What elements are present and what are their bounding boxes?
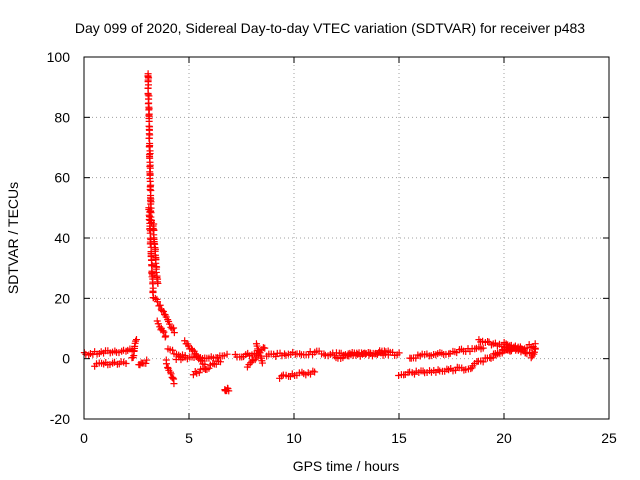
x-axis-title: GPS time / hours xyxy=(293,458,400,474)
data-point xyxy=(510,343,518,351)
x-tick-label: 25 xyxy=(601,430,617,446)
data-point xyxy=(479,344,487,352)
data-point xyxy=(479,358,487,366)
data-point xyxy=(502,340,510,348)
data-point xyxy=(170,329,178,337)
data-point xyxy=(165,320,173,328)
data-point xyxy=(531,345,539,353)
data-point xyxy=(158,307,166,315)
data-point xyxy=(146,185,154,193)
data-point xyxy=(320,350,328,358)
data-point xyxy=(154,279,162,287)
data-point xyxy=(223,350,231,358)
data-point xyxy=(530,348,538,356)
data-point xyxy=(255,349,263,357)
data-point xyxy=(132,336,140,344)
x-tick-label: 15 xyxy=(391,430,407,446)
data-point xyxy=(419,367,427,375)
data-point xyxy=(484,337,492,345)
data-point xyxy=(167,370,175,378)
data-point xyxy=(111,347,119,355)
data-point xyxy=(311,368,319,376)
data-point xyxy=(365,351,373,359)
y-tick-label: 60 xyxy=(54,170,70,186)
data-point xyxy=(181,337,189,345)
plot-frame xyxy=(83,56,610,420)
data-point xyxy=(142,359,150,367)
data-point xyxy=(278,372,286,380)
data-point xyxy=(434,366,442,374)
data-point xyxy=(384,347,392,355)
data-point xyxy=(169,346,177,354)
data-point xyxy=(162,332,170,340)
grid-lines xyxy=(84,57,609,419)
data-point xyxy=(248,357,256,365)
data-point xyxy=(156,301,164,309)
data-point xyxy=(272,352,280,360)
data-point xyxy=(217,358,225,366)
axes: 0 5 10 15 20 25 -20 0 20 40 60 80 100 xyxy=(47,49,617,446)
data-point xyxy=(143,356,151,364)
data-point xyxy=(225,387,233,395)
data-points xyxy=(80,70,539,395)
data-point xyxy=(170,324,178,332)
data-point xyxy=(191,368,199,376)
data-point xyxy=(159,307,167,315)
x-tick-label: 20 xyxy=(496,430,512,446)
chart-title: Day 099 of 2020, Sidereal Day-to-day VTE… xyxy=(75,20,585,36)
data-point xyxy=(258,359,266,367)
y-tick-label: 40 xyxy=(54,230,70,246)
data-point xyxy=(395,349,403,357)
data-point xyxy=(162,360,170,368)
data-point xyxy=(195,369,203,377)
y-tick-label: 20 xyxy=(54,290,70,306)
data-point xyxy=(160,328,168,336)
y-axis-title: SDTVAR / TECUs xyxy=(5,182,21,294)
data-point xyxy=(373,350,381,358)
y-tick-label: 0 xyxy=(62,351,70,367)
data-point xyxy=(197,356,205,364)
y-tick-label: -20 xyxy=(50,411,70,427)
data-point xyxy=(191,350,199,358)
data-point xyxy=(170,380,178,388)
data-point xyxy=(205,364,213,372)
data-point xyxy=(168,325,176,333)
x-tick-label: 5 xyxy=(185,430,193,446)
data-point xyxy=(168,373,176,381)
y-tick-label: 100 xyxy=(47,49,71,65)
y-tick-label: 80 xyxy=(54,109,70,125)
data-point xyxy=(154,298,162,306)
data-point xyxy=(156,323,164,331)
data-point xyxy=(154,320,162,328)
data-point xyxy=(159,327,167,335)
x-tick-label: 0 xyxy=(80,430,88,446)
data-point xyxy=(122,359,130,367)
data-point xyxy=(132,337,140,345)
data-point xyxy=(169,374,177,382)
data-point xyxy=(261,344,269,352)
x-tick-label: 10 xyxy=(286,430,302,446)
